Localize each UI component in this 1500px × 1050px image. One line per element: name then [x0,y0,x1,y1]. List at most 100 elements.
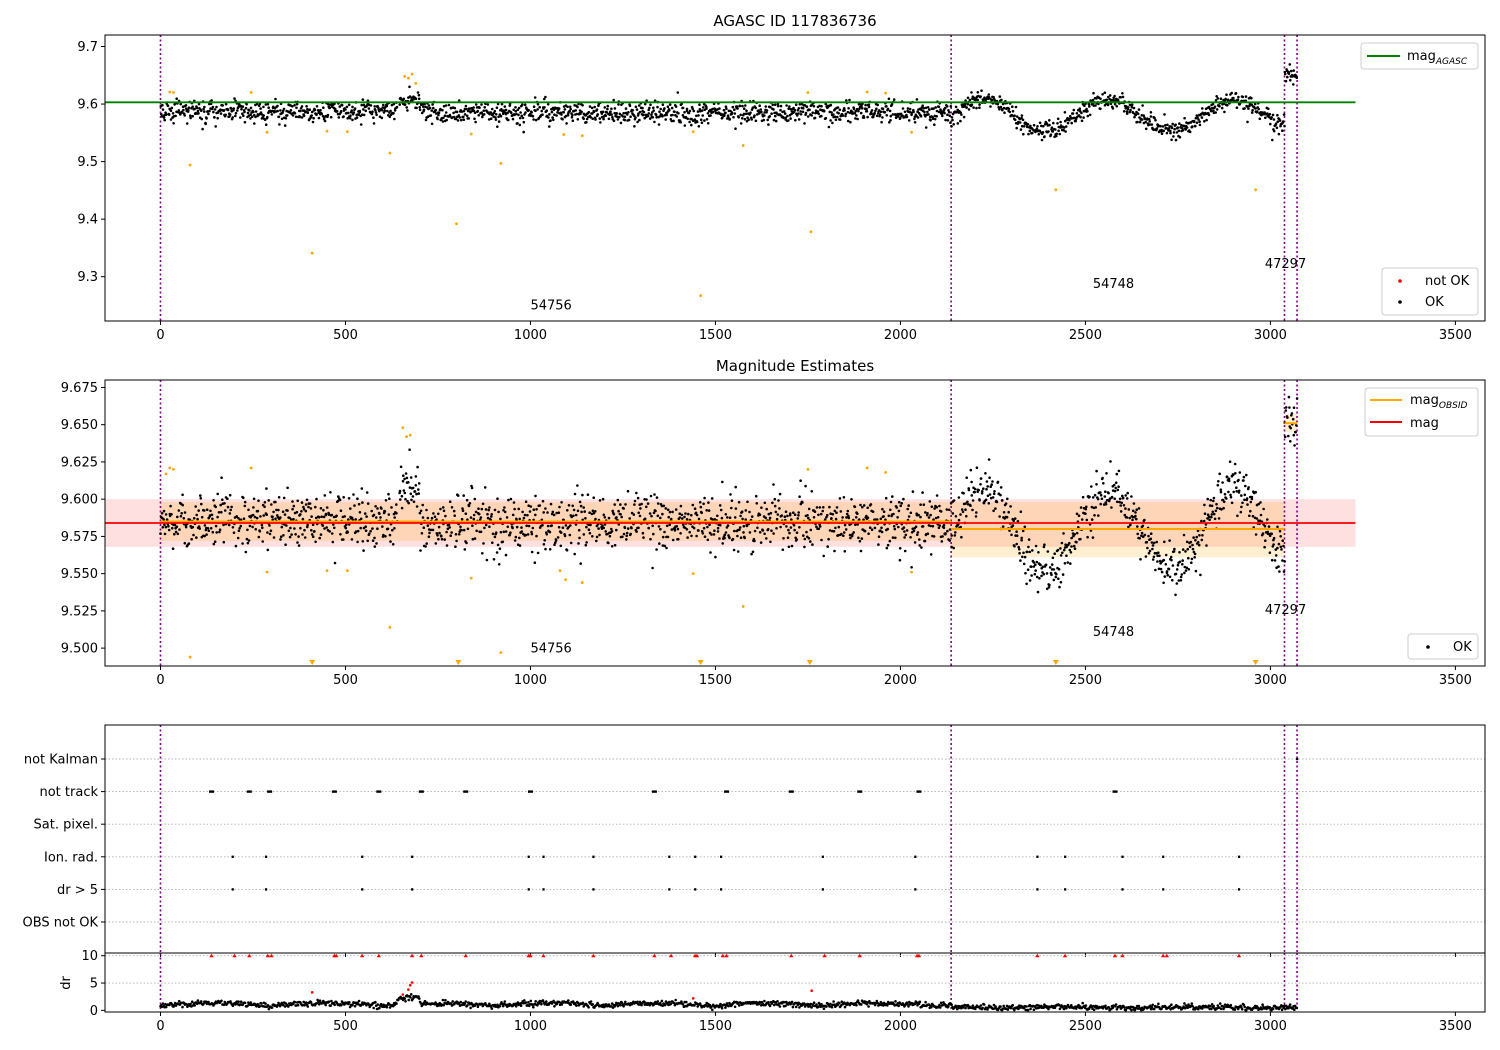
ok-point [810,114,813,117]
ok-point [665,113,668,117]
ok-point [200,109,203,112]
dr-point [575,1004,578,1007]
ok-point [314,516,318,520]
ok-point [488,525,491,528]
dr-point [560,1003,564,1006]
dr-point [189,1002,192,1006]
ok-point [219,112,223,115]
ok-point [419,549,422,552]
ok-point [263,505,266,509]
ok-point [192,533,195,537]
ok-point [572,508,576,512]
ok-point [638,514,642,518]
ok-point [969,504,972,508]
ok-point [511,513,515,517]
dr-point [220,999,223,1003]
ok-point [657,123,661,126]
ok-point [1035,575,1039,579]
ok-point [514,110,517,113]
ok-point [723,533,727,537]
ok-point [862,504,866,507]
ok-point [915,98,919,101]
ok-point [350,516,354,520]
ok-point [179,515,183,518]
ok-point [354,530,358,533]
ok-point [1075,112,1079,115]
ok-point [1170,138,1173,142]
ok-point [1138,120,1142,124]
outlier-point [865,466,869,470]
legend-mag-agasc-label: mag [1407,49,1436,64]
ok-point [1050,573,1053,577]
ok-point [430,122,434,126]
ok-point [716,108,719,111]
ok-point [1103,495,1107,498]
ok-point [683,111,686,114]
ok-point [632,114,636,117]
ok-point [398,103,402,106]
ok-point [497,115,500,119]
ok-point [1278,570,1281,573]
ok-point [1145,540,1149,544]
ok-point [1281,120,1285,123]
ok-point [426,516,430,520]
ok-point [827,125,831,129]
ok-point [359,526,363,530]
ok-point [239,524,243,528]
ok-point [1197,118,1200,121]
ok-point [1059,554,1063,557]
ok-point [193,107,196,111]
ok-point [323,119,327,123]
ok-point [415,505,419,508]
ok-point [937,526,941,530]
ok-point [1090,485,1093,488]
ok-point [1239,510,1243,514]
ok-point [799,113,803,116]
ok-point [913,541,917,544]
ok-point [533,96,537,99]
dr-point [648,1003,651,1007]
ok-point [861,505,864,509]
outlier-point [562,133,566,136]
ok-point [257,535,261,539]
ok-point [639,507,642,510]
ok-point [843,523,847,527]
outlier-point [405,435,408,439]
x-tick-label: 2500 [1069,328,1102,343]
ok-point [183,114,186,117]
ok-point [1223,110,1226,114]
ok-point [1084,507,1088,511]
ok-point [978,106,981,109]
ok-point [924,511,927,514]
ok-point [975,466,979,470]
ok-point [531,526,535,530]
ok-point [1212,496,1216,500]
ok-point [1078,107,1082,110]
ok-point [527,108,530,112]
ok-point [480,507,484,511]
ok-point [1218,472,1221,476]
ok-point [698,103,701,106]
ok-point [243,110,246,114]
ok-point [623,118,627,122]
flag-mark [1064,888,1067,891]
ok-point [723,114,726,117]
ok-point [353,504,356,507]
ok-point [933,507,936,510]
ok-point [1177,129,1181,133]
ok-point [1225,93,1228,96]
ok-point [1248,514,1251,518]
ok-point [991,480,994,483]
ok-point [1013,517,1017,520]
ok-point [797,514,800,517]
ok-point [907,119,911,122]
ok-point [862,116,866,119]
ok-point [392,512,396,516]
ok-point [334,107,337,111]
ok-point [1218,105,1221,108]
ok-point [710,497,714,500]
ok-point [547,116,550,119]
ok-point [903,536,906,539]
ok-point [1134,113,1138,117]
ok-point [1154,118,1157,122]
